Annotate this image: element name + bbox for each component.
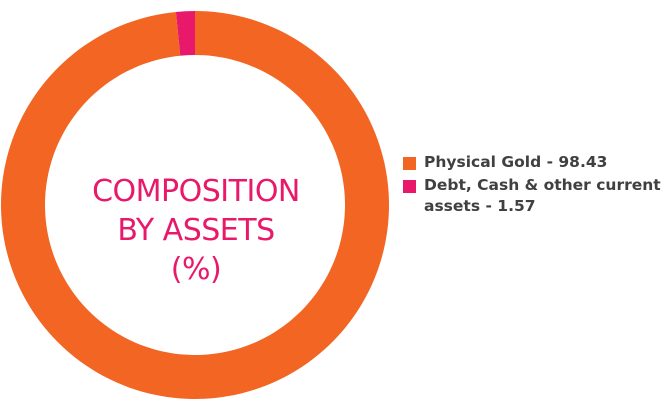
legend-swatch-debt-cash — [403, 180, 416, 193]
legend-swatch-physical-gold — [403, 157, 416, 170]
legend-label-physical-gold: Physical Gold - 98.43 — [424, 153, 608, 171]
center-label-line-1: COMPOSITION — [92, 174, 300, 209]
legend-label-debt-cash: Debt, Cash & other current assets - 1.57 — [424, 176, 661, 215]
donut-slice-debt-cash-other-current-assets — [175, 11, 195, 56]
chart-center-label: COMPOSITION BY ASSETS (%) — [28, 172, 364, 289]
chart-legend: Physical Gold - 98.43 Debt, Cash & other… — [403, 152, 665, 219]
center-label-line-2: BY ASSETS — [117, 213, 275, 248]
legend-item-debt-cash: Debt, Cash & other current assets - 1.57 — [403, 175, 665, 217]
center-label-line-3: (%) — [170, 252, 222, 287]
legend-item-physical-gold: Physical Gold - 98.43 — [403, 152, 665, 173]
